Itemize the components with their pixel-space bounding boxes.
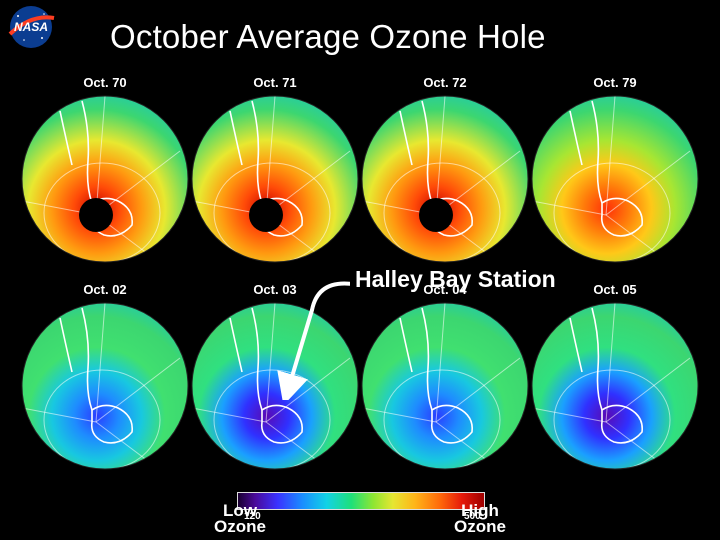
halley-bay-label: Halley Bay Station: [355, 266, 556, 292]
ozone-globe: [191, 302, 359, 470]
legend-low-label: Low: [223, 501, 257, 520]
globe-date-label: Oct. 70: [83, 75, 127, 90]
globe-panel: Oct. 79: [530, 75, 700, 275]
legend-tick-low: 120: [244, 511, 261, 522]
nasa-logo: NASA: [4, 4, 58, 50]
globe-panel: Oct. 03: [190, 282, 360, 482]
legend-high: High Ozone: [450, 501, 510, 536]
globe-panel: Oct. 70: [20, 75, 190, 275]
globe-date-label: Oct. 02: [83, 282, 127, 297]
legend-high-unit: Ozone: [454, 517, 506, 536]
ozone-globe: [191, 95, 359, 263]
globe-panel: Oct. 05: [530, 282, 700, 482]
ozone-globe: [21, 95, 189, 263]
globe-panel: Oct. 02: [20, 282, 190, 482]
globe-date-label: Oct. 05: [593, 282, 637, 297]
globe-date-label: Oct. 72: [423, 75, 467, 90]
ozone-colorbar: [237, 492, 485, 510]
globe-panel: Oct. 72: [360, 75, 530, 275]
page-title: October Average Ozone Hole: [110, 18, 546, 55]
ozone-hole-nodata: [419, 198, 453, 232]
ozone-globe: [361, 95, 529, 263]
ozone-globe: [361, 302, 529, 470]
ozone-hole-nodata: [79, 198, 113, 232]
globe-date-label: Oct. 03: [253, 282, 297, 297]
legend-tick-high: 500: [464, 511, 481, 522]
ozone-globe: [531, 95, 699, 263]
ozone-hole-nodata: [249, 198, 283, 232]
logo-text: NASA: [14, 20, 48, 34]
legend-high-label: High: [461, 501, 499, 520]
legend-low-unit: Ozone: [214, 517, 266, 536]
ozone-globe: [21, 302, 189, 470]
globe-date-label: Oct. 79: [593, 75, 637, 90]
legend-low: Low Ozone: [210, 501, 270, 536]
globe-panel: Oct. 04: [360, 282, 530, 482]
annotation-arrow: [277, 281, 350, 400]
globe-panel: Oct. 71: [190, 75, 360, 275]
globe-date-label: Oct. 71: [253, 75, 297, 90]
ozone-globe: [531, 302, 699, 470]
globe-date-label: Oct. 04: [423, 282, 467, 297]
